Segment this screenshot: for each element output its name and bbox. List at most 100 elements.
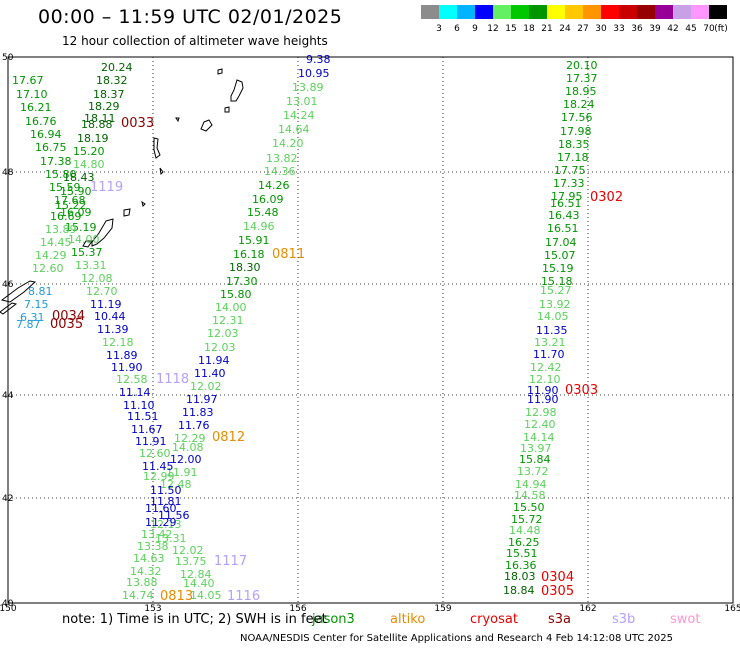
satellite-legend-item: swot [670,612,701,627]
swh-value-label: 12.42 [530,361,562,374]
swh-value-label: 17.56 [561,111,593,124]
colorbar-swatch [691,5,709,19]
colorbar-swatch [547,5,565,19]
colorbar-tick-label: 18 [523,24,535,34]
latitude-label: 48 [2,168,14,178]
colorbar-swatch [439,5,457,19]
swh-value-label: 15.07 [544,249,576,262]
latitude-label: 50 [2,53,14,63]
island-outline [123,208,131,217]
swh-value-label: 13.88 [126,576,158,589]
swh-value-label: 6.31 [20,311,45,324]
swh-value-label: 15.90 [60,185,92,198]
swh-value-label: 18.19 [77,132,109,145]
swh-value-label: 11.10 [123,399,155,412]
colorbar-swatch [457,5,475,19]
swh-value-label: 14.80 [73,158,105,171]
pass-time-label: 0035 [50,317,83,332]
swh-value-label: 14.08 [172,441,204,454]
swh-value-label: 18.03 [504,570,536,583]
swh-value-label: 14.26 [258,179,290,192]
satellite-legend-item: jason3 [312,612,355,627]
swh-value-label: 14.00 [68,233,100,246]
swh-value-label: 14.36 [264,165,296,178]
colorbar-swatch [601,5,619,19]
colorbar-swatch [493,5,511,19]
satellite-legend-item: s3b [612,612,636,627]
swh-value-label: 15.37 [71,246,103,259]
swh-value-label: 11.76 [178,419,210,432]
swh-value-label: 11.83 [182,406,214,419]
swh-value-label: 11.40 [194,367,226,380]
swh-value-label: 15.72 [511,513,543,526]
swh-value-label: 12.84 [180,568,212,581]
swh-value-label: 15.51 [506,547,538,560]
swh-value-label: 11.39 [97,323,129,336]
swh-value-label: 14.94 [515,478,547,491]
swh-value-label: 7.87 [16,318,41,331]
swh-value-label: 14.32 [130,565,162,578]
colorbar-swatch [655,5,673,19]
longitude-label: 150 [0,604,17,612]
swh-value-label: 12.02 [172,544,204,557]
swh-value-label: 12.18 [102,336,134,349]
swh-value-label: 14.29 [35,249,67,262]
swh-value-label: 17.30 [226,275,258,288]
swh-value-label: 20.10 [566,59,598,72]
colorbar-swatch [709,5,727,19]
colorbar-tick-label: 45 [685,24,696,34]
satellite-legend: jason3 altiko cryosat s3a s3b swot [0,612,740,630]
swh-value-label: 15.80 [45,168,77,181]
swh-value-label: 18.84 [503,584,535,597]
island-outline [224,106,230,113]
pass-time-label: 0034 [52,309,85,324]
swh-value-label: 14.24 [283,109,315,122]
swh-value-label: 11.51 [127,410,159,423]
colorbar-unit: (ft) [714,24,728,34]
swh-value-label: 16.51 [547,222,579,235]
swh-value-label: 15.22 [55,199,87,212]
swh-value-label: 16.94 [30,128,62,141]
swh-value-label: 12.48 [160,478,192,491]
swh-value-label: 12.31 [212,314,244,327]
swh-value-label: 16.21 [20,101,52,114]
swh-value-label: 12.13 [150,518,182,531]
swh-value-label: 15.50 [513,501,545,514]
swh-value-label: 17.38 [40,155,72,168]
swh-value-label: 20.24 [101,61,133,74]
swh-value-label: 16.25 [508,536,540,549]
swh-value-label: 15.19 [542,262,574,275]
swh-value-label: 15.20 [73,145,105,158]
swh-value-label: 12.08 [81,272,113,285]
footer-credit: NOAA/NESDIS Center for Satellite Applica… [240,633,673,644]
swh-value-label: 17.10 [16,88,48,101]
island-outline [82,240,93,248]
swh-value-label: 13.82 [266,152,298,165]
swh-value-label: 12.99 [143,470,175,483]
swh-value-label: 11.56 [158,509,190,522]
swh-value-label: 14.05 [537,310,569,323]
swh-value-label: 17.33 [553,177,585,190]
colorbar-tick-label: 70 [703,24,715,34]
swh-value-label: 11.90 [111,361,143,374]
swh-value-label: 11.50 [150,484,182,497]
swh-value-label: 12.03 [204,341,236,354]
swh-value-label: 18.95 [565,85,597,98]
island-outline [141,200,146,207]
swh-value-label: 11.14 [119,386,151,399]
swh-value-label: 10.44 [94,310,126,323]
swh-value-label: 13.31 [155,532,187,545]
pass-time-label: 1118 [156,372,189,387]
swh-value-label: 13.01 [286,95,318,108]
page-title: 00:00 – 11:59 UTC 02/01/2025 [38,6,343,28]
latitude-label: 42 [2,494,13,504]
pass-time-label: 0304 [541,570,574,585]
pass-time-label: 0812 [212,430,245,445]
swh-value-label: 13.38 [137,540,169,553]
latitude-label: 40 [2,599,14,609]
swh-value-label: 12.98 [525,406,557,419]
swh-value-label: 12.60 [139,447,171,460]
colorbar-tick-label: 3 [436,24,442,34]
swh-value-label: 17.37 [566,72,598,85]
pass-time-label: 0033 [121,116,154,131]
